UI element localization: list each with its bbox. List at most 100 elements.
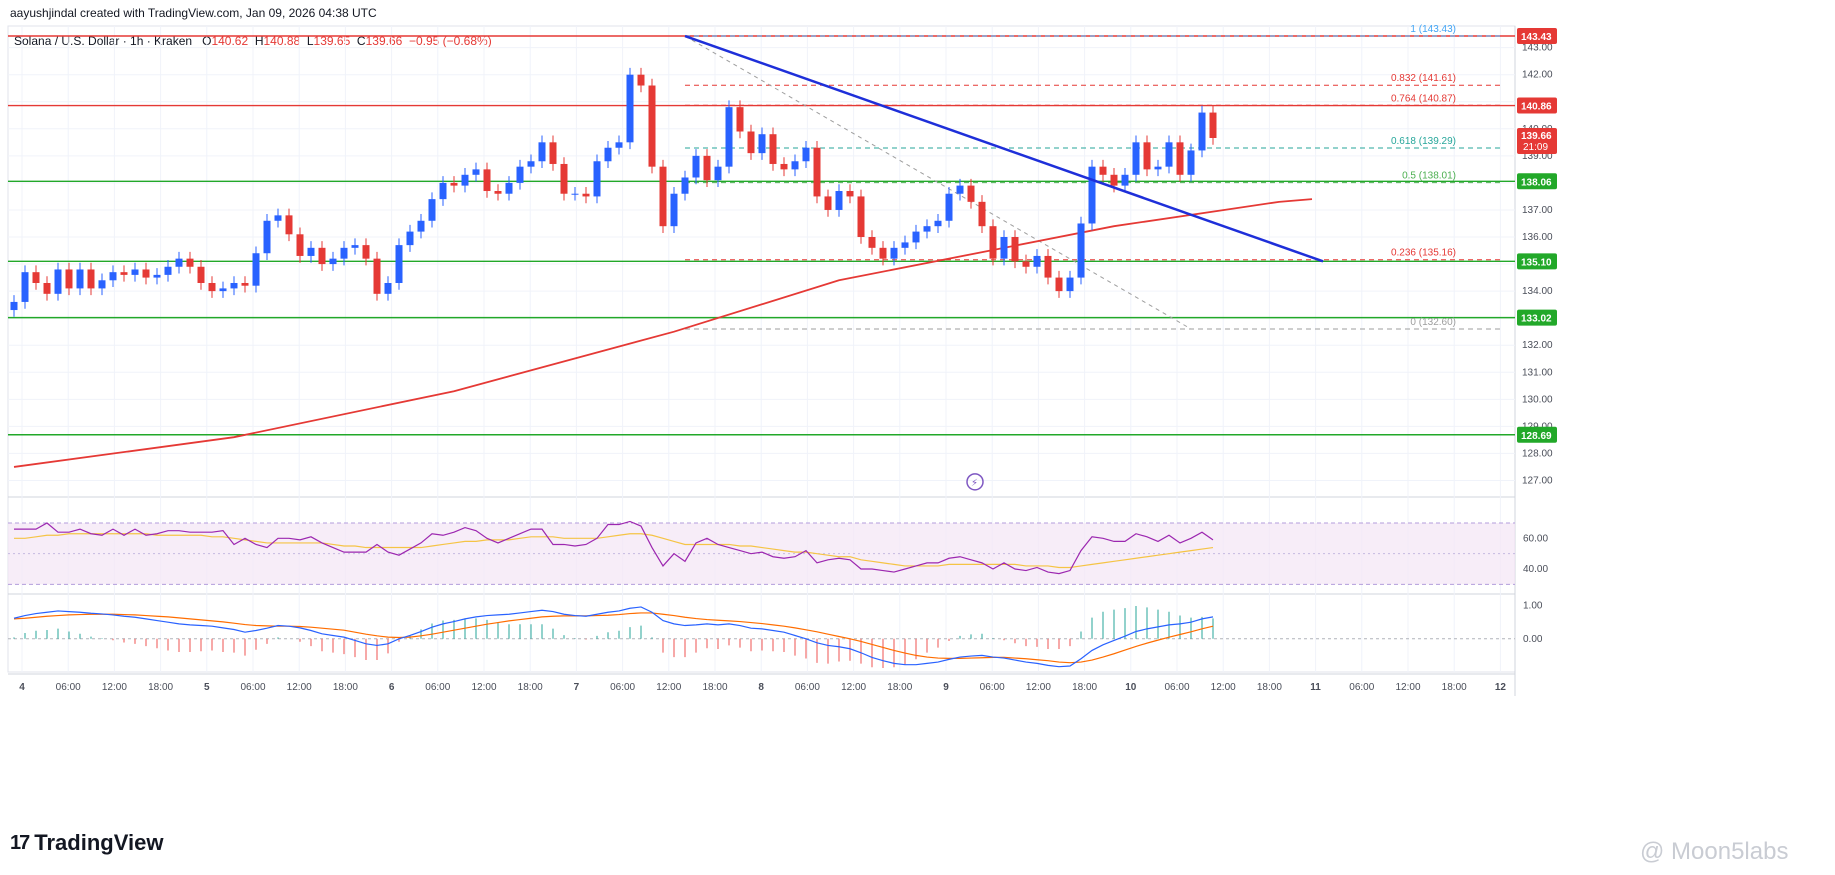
candle-body: [164, 266, 172, 275]
candle: [362, 238, 370, 266]
moving-average-line: [13, 198, 1313, 468]
macd-line: [13, 606, 1214, 668]
candle-body: [868, 237, 876, 248]
time-tick-label: 18:00: [702, 682, 727, 693]
time-tick-label: 12:00: [102, 682, 127, 693]
candle: [956, 178, 964, 201]
candle-body: [769, 134, 777, 164]
symbol-name[interactable]: Solana / U.S. Dollar · 1h · Kraken: [14, 34, 193, 48]
candle: [923, 219, 931, 239]
candle: [593, 154, 601, 204]
candle: [1055, 270, 1063, 298]
candle-body: [296, 234, 304, 256]
candle: [10, 295, 18, 317]
candle: [54, 262, 62, 301]
candle: [98, 273, 106, 296]
candle: [186, 251, 194, 274]
macd-tick-label: 1.00: [1523, 601, 1543, 612]
level-label: 135.10: [1521, 257, 1552, 268]
candle: [274, 208, 282, 228]
high-value: 140.88: [263, 34, 301, 48]
time-tick-label: 18:00: [1072, 682, 1097, 693]
candle-body: [120, 272, 128, 275]
candle: [780, 157, 788, 177]
candle: [197, 260, 205, 290]
candle: [384, 276, 392, 301]
change-value: −0.95 (−0.68%): [408, 34, 492, 48]
candle-body: [109, 272, 117, 281]
candle: [1176, 135, 1184, 182]
candle-body: [263, 220, 271, 254]
price-tick-label: 134.00: [1522, 286, 1553, 297]
candle-body: [1165, 142, 1173, 167]
candle-body: [681, 177, 689, 194]
candle: [450, 176, 458, 193]
candle: [142, 262, 150, 285]
credit-text: aayushjindal created with TradingView.co…: [10, 6, 377, 20]
tradingview-logo-text: TradingView: [34, 830, 164, 855]
candle-body: [714, 166, 722, 181]
candle-body: [175, 258, 183, 267]
candle: [714, 159, 722, 187]
bar-countdown-label: 21:09: [1523, 142, 1548, 153]
tradingview-logo[interactable]: 17 TradingView: [10, 830, 163, 856]
candle-body: [417, 220, 425, 232]
candle-body: [219, 288, 227, 292]
candle: [1165, 135, 1173, 174]
price-tick-label: 136.00: [1522, 232, 1553, 243]
candle-body: [153, 274, 161, 278]
candle-body: [439, 182, 447, 200]
low-label: L: [306, 34, 314, 48]
candle: [1187, 143, 1195, 182]
candle-body: [1143, 142, 1151, 170]
time-tick-label: 18:00: [887, 682, 912, 693]
time-tick-label: 06:00: [610, 682, 635, 693]
candle-body: [692, 155, 700, 178]
candle: [329, 251, 337, 271]
candle-body: [10, 301, 18, 311]
candle-body: [1110, 174, 1118, 186]
candle-body: [54, 269, 62, 294]
candle-body: [43, 282, 51, 294]
candle: [758, 127, 766, 160]
level-badge-140.86: [1517, 97, 1557, 114]
candle: [120, 265, 128, 282]
level-label: 128.69: [1521, 431, 1552, 442]
candle-body: [582, 193, 590, 197]
candle-body: [802, 147, 810, 162]
candle-body: [835, 191, 843, 210]
candle: [307, 241, 315, 263]
candle: [846, 184, 854, 204]
candle: [648, 78, 656, 174]
candle-body: [758, 134, 766, 154]
level-label: 138.06: [1521, 177, 1552, 188]
candle: [230, 276, 238, 296]
candle-body: [890, 247, 898, 259]
candle: [219, 281, 227, 298]
price-tick-label: 131.00: [1522, 367, 1553, 378]
candle-body: [483, 169, 491, 192]
candle-body: [1121, 174, 1129, 186]
fib-label-0.236: 0.236 (135.16): [1391, 248, 1456, 259]
candle: [868, 230, 876, 255]
candle: [483, 162, 491, 198]
macd-tick-label: 0.00: [1523, 634, 1543, 645]
time-tick-label: 18:00: [333, 682, 358, 693]
candle-body: [1022, 261, 1030, 267]
candle: [1033, 249, 1041, 274]
candle-body: [945, 193, 953, 221]
candle-body: [1099, 166, 1107, 175]
candle-body: [648, 85, 656, 167]
time-tick-label: 12:00: [471, 682, 496, 693]
candle: [318, 241, 326, 271]
candle: [252, 246, 260, 293]
candle-body: [450, 182, 458, 186]
candle: [582, 186, 590, 204]
tradingview-mark-icon: 17: [10, 831, 30, 854]
candle: [208, 276, 216, 298]
candle-body: [362, 245, 370, 259]
price-tick-label: 130.00: [1522, 394, 1553, 405]
level-badge-135.10: [1517, 253, 1557, 270]
